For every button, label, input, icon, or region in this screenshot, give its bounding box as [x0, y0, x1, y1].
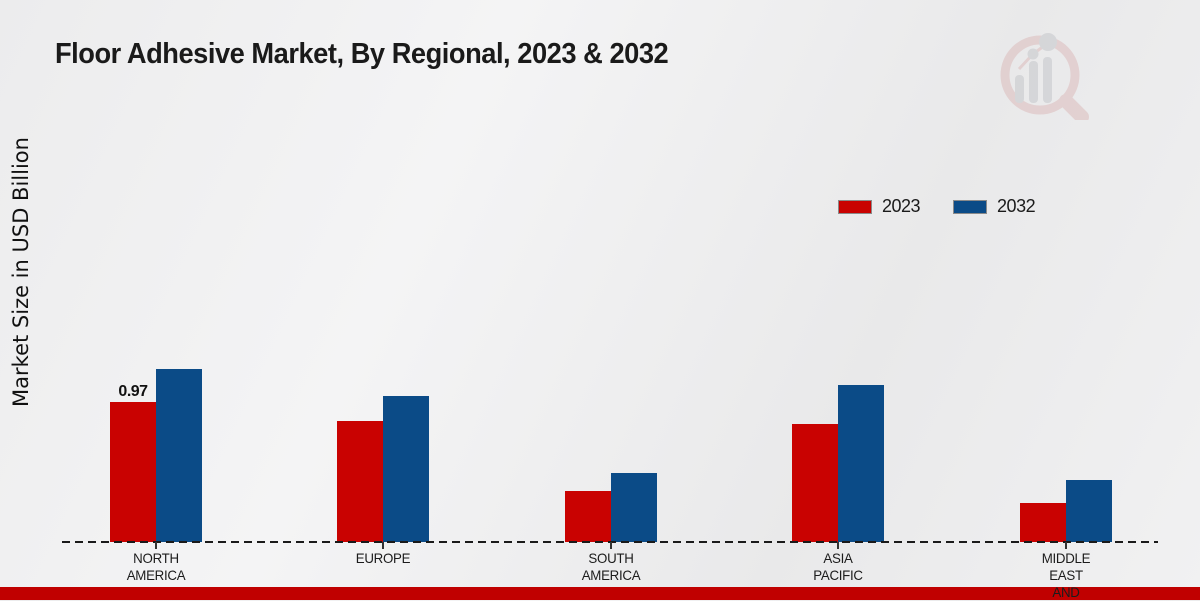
bar-2023-south-america [564, 491, 611, 542]
x-axis-tick-north-america [155, 542, 157, 549]
legend-label-2023: 2023 [882, 196, 921, 216]
category-label-asia-pacific: ASIA PACIFIC [813, 550, 863, 583]
legend-swatch-2032 [953, 199, 988, 214]
legend-item-2023: 2023 [838, 196, 921, 217]
bar-2032-asia-pacific [838, 384, 885, 542]
bar-2032-north-america [156, 368, 202, 542]
bar-2023-middle-east-and [1019, 503, 1066, 542]
legend-swatch-2023 [838, 199, 872, 214]
page-title: Floor Adhesive Market, By Regional, 2023… [55, 38, 669, 70]
bar-2032-middle-east-and [1065, 479, 1112, 542]
legend-label-2032: 2032 [997, 196, 1036, 216]
bar-2023-north-america [110, 402, 156, 542]
x-axis-tick-south-america [609, 542, 612, 549]
bar-value-label: 0.97 [118, 383, 148, 401]
category-label-north-america: NORTH AMERICA [126, 550, 186, 583]
footer-red-bar [0, 587, 1200, 600]
category-label-europe: EUROPE [356, 550, 411, 566]
bar-2032-europe [383, 396, 430, 542]
bar-2023-asia-pacific [792, 423, 839, 542]
category-label-middle-east-and: MIDDLE EAST AND [1041, 550, 1090, 600]
x-axis-tick-europe [382, 542, 385, 549]
legend-item-2032: 2032 [953, 196, 1036, 217]
bar-2032-south-america [610, 472, 657, 542]
category-label-south-america: SOUTH AMERICA [581, 550, 641, 583]
bar-2023-europe [337, 420, 384, 542]
x-axis-tick-asia-pacific [837, 542, 840, 549]
x-axis-tick-middle-east-and [1064, 542, 1067, 549]
magnifier-bar-chart-logo-icon [1000, 33, 1089, 120]
chart-legend: 2023 2032 [838, 196, 1036, 217]
